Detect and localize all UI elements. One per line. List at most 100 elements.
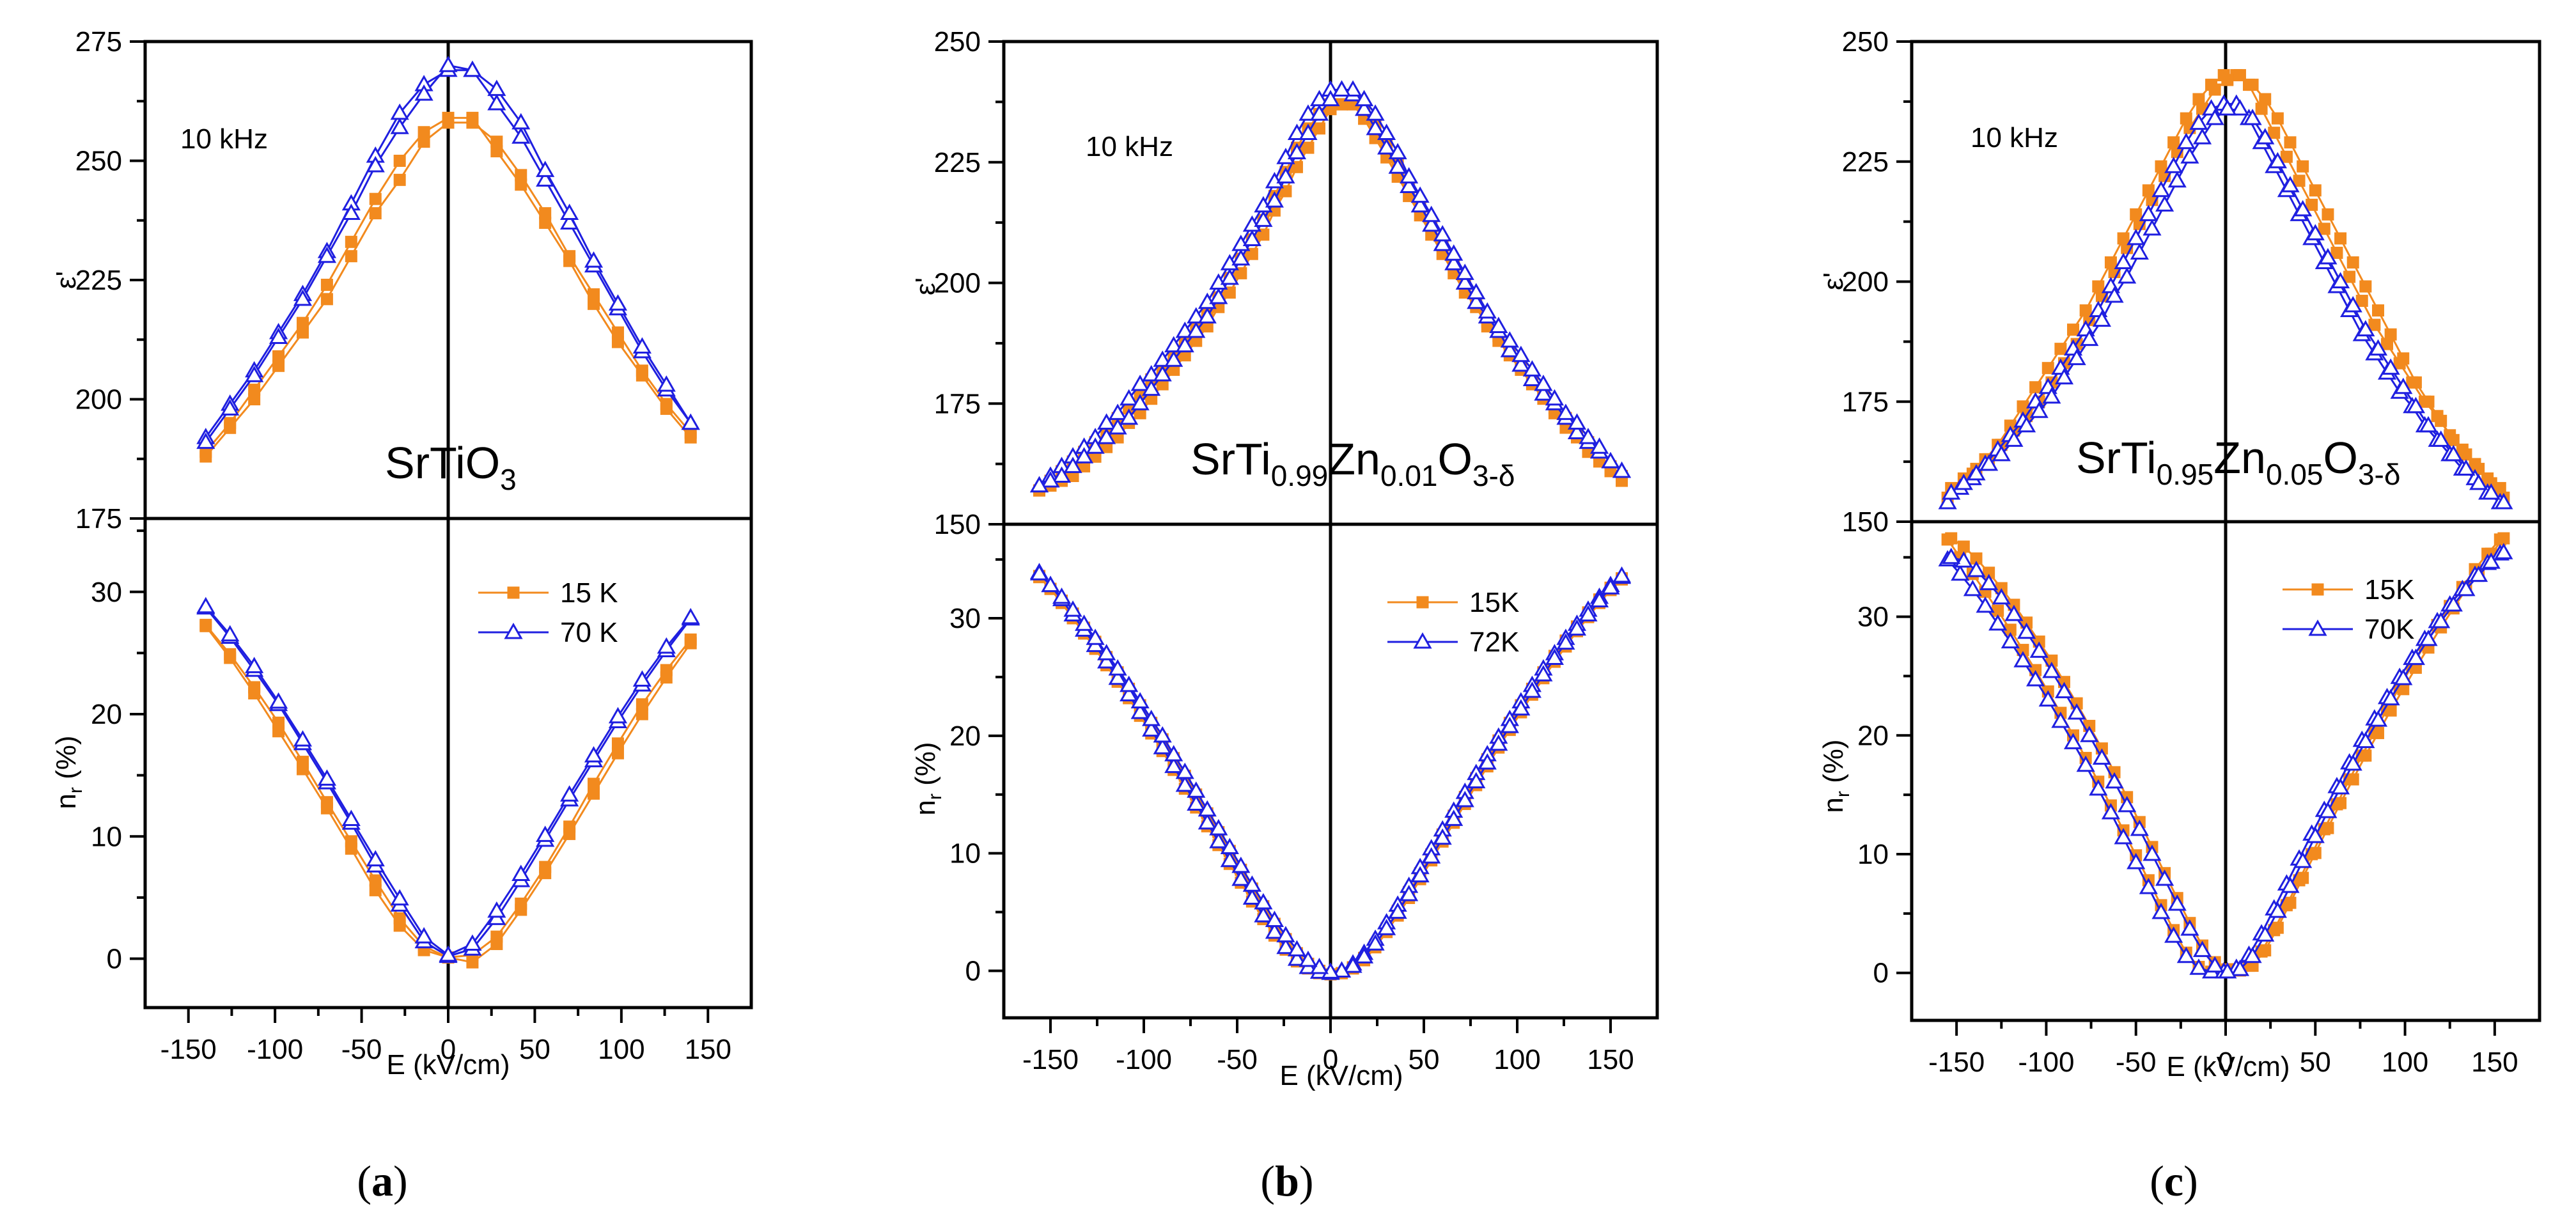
panel-c-top-series-70k-point	[2143, 219, 2162, 236]
panel-b-bottom-series-72k-point	[1254, 906, 1273, 923]
panel-a-top-series-15k-point	[588, 288, 600, 300]
panel-a-xtick-label: -100	[247, 1034, 303, 1065]
panel-a-top-series-15k-point	[563, 250, 576, 263]
panel-c-bottom-series-70k-point	[2230, 960, 2250, 976]
panel-a-bottom-series-70k-point	[584, 746, 604, 763]
panel-c-bottom-series-70k-point	[2419, 629, 2438, 646]
panel-a-bottom-series-70k-point	[560, 785, 579, 802]
panel-c-top-series-70k-point	[2343, 296, 2362, 313]
panel-b-top-ylabel: ε'	[910, 277, 941, 295]
panel-c-bottom-series-15k-point	[1945, 532, 1958, 545]
panel-b-bottom-series-72k-point	[1231, 869, 1251, 886]
panel-b-bottom-series-72k-point	[1187, 794, 1206, 811]
panel-c-top-series-15k-point	[2297, 160, 2309, 173]
panel-a-top-series-70k-point	[463, 60, 482, 77]
panel-c-top-series-15k-point	[2422, 395, 2435, 408]
panel-c-bottom-series-15k-point	[2284, 896, 2297, 909]
panel-c-bottom-series-70k-point	[2243, 946, 2262, 963]
panel-a-top-series-70k-point	[414, 84, 433, 101]
panel-a-top-ylabel: ε'	[51, 271, 82, 289]
panel-c-top-series-15k-point	[2259, 93, 2272, 105]
panel-b-top-series-72k-point	[1500, 341, 1519, 357]
panel-a-bottom-series-70k-point	[341, 809, 361, 826]
panel-b-bottom-ytick-label: 30	[949, 603, 981, 634]
panel-b-bottom-series-72k-point	[1265, 922, 1284, 939]
panel-c-top-series-15k-point	[2271, 112, 2284, 125]
panel-c-bottom-series-70k-point	[2432, 611, 2451, 628]
panel-b-xaxis: -150 -100 -50 0 50 100 150	[1022, 1018, 1634, 1075]
panel-c-xaxis: -150 -100 -50 0 50 100 150	[1928, 1020, 2518, 1078]
panel-a-top-series-15k-point	[515, 169, 527, 182]
panel-c-bottom-series-70k-point	[2394, 669, 2413, 685]
panel-b-bottom-series-72k-point	[1242, 875, 1261, 892]
panel-c-bottom-series-70k-point	[1992, 588, 2011, 605]
panel-c-legend-marker	[2308, 619, 2327, 636]
panel-b-bottom-series-72k-point	[1332, 961, 1352, 978]
panel-c-top-series-70k-point	[2381, 358, 2400, 375]
panel-b-top-series-72k-point	[1354, 99, 1374, 116]
panel-c-top-series-15k-point	[2041, 362, 2054, 375]
panel-c-xlabel: E (kV/cm)	[2166, 1051, 2290, 1082]
panel-a-bottom-series-70k-point	[632, 670, 652, 687]
panel-c-top-series-15k-point	[2359, 280, 2372, 293]
panel-c-bottom-series-70k-point	[2343, 754, 2362, 771]
panel-c-top-series-15k-point	[2306, 198, 2318, 211]
panel-c-bottom-series-70k-point	[1988, 614, 2008, 631]
panel-c-bottom-series-70k-point	[2042, 661, 2061, 678]
panel-b-bottom-series-72k-point	[1120, 685, 1139, 702]
panel-a-caption-letter: a	[371, 1157, 393, 1205]
panel-c-bottom-series-15k-point	[1957, 540, 1970, 553]
panel-a-top-series-15k-point	[320, 293, 333, 306]
panel-a-top-ytick-label: 250	[75, 146, 122, 177]
panel-b-top-series-72k-point	[1478, 302, 1497, 319]
panel-b-bottom-series-72k-point	[1074, 614, 1094, 631]
panel-c-top-series-70k-point	[2330, 272, 2350, 288]
panel-b-caption: (b)	[1260, 1157, 1313, 1205]
panel-a-top-series-70k-point	[657, 375, 676, 392]
panel-b-top-series-72k-point	[1276, 167, 1295, 183]
panel-b-bottom-series-72k-point	[1142, 710, 1161, 726]
panel-b-top-series-72k-point	[1579, 428, 1598, 444]
panel-a-bottom-series-70k-point	[221, 625, 240, 642]
panel-a-xtick-label: 50	[519, 1034, 550, 1065]
panel-a-top-series-70k-point	[293, 289, 313, 306]
panel-b-bottom-ytick-label: 0	[965, 955, 981, 986]
panel-c-material-s3: 3-δ	[2358, 458, 2401, 491]
panel-a-bottom-series-70k-point	[269, 692, 288, 709]
panel-b-top-series-72k-point	[1164, 350, 1183, 367]
panel-c-xtick-label: -100	[2018, 1047, 2074, 1078]
panel-c: 10 kHz SrTi0.95Zn0.05O3-δ 15017520022525…	[1818, 26, 2541, 1205]
panel-b-bottom-series-72k-point	[1276, 937, 1295, 955]
panel-c-bottom-series-70k-point	[2281, 877, 2300, 893]
panel-b-top-ytick-label: 150	[934, 509, 981, 540]
panel-b-top-series-72k-point	[1321, 90, 1340, 107]
panel-c-top-series-70k-point	[2432, 430, 2451, 447]
panel-c-bottom-series-70k-point	[2004, 604, 2024, 621]
panel-a-bottom-series-70k-point	[245, 657, 264, 673]
panel-a-bottom-ytick-label: 10	[91, 821, 122, 852]
panel-b-top-series-72k-point	[1265, 191, 1284, 208]
panel-c-bottom-series-15k-point	[2497, 532, 2510, 545]
panel-b-top-yaxis: 150 175 200 225 250	[934, 26, 1004, 540]
panel-b-top-series-72k-point	[1343, 80, 1362, 97]
panel-a-bottom-series-15k-point	[296, 756, 309, 768]
panel-c-material-label: SrTi0.95Zn0.05O3-δ	[2076, 433, 2400, 491]
panel-c-top-series-15k-point	[2371, 304, 2384, 317]
panel-b-top-series-72k-point	[1567, 413, 1587, 430]
panel-c-bottom-series-70k-point	[2444, 595, 2463, 612]
panel-c-top-series-70k-point	[1992, 444, 2011, 462]
panel-b-top-series-72k-point	[1299, 123, 1318, 140]
panel-b-xtick-label: -50	[1217, 1044, 1258, 1075]
panel-c-bottom-series-70k-point	[1951, 564, 1970, 581]
panel-c-bottom-series-70k-point	[2051, 711, 2070, 728]
panel-b-bottom-series-72k-point	[1299, 950, 1318, 967]
panel-a-material-base: SrTiO	[385, 438, 500, 488]
panel-c-legend-label: 70K	[2364, 614, 2414, 645]
panel-b-caption-letter: b	[1275, 1157, 1299, 1205]
panel-c-top-series-70k-point	[2127, 228, 2146, 246]
panel-c-top-series-70k-point	[2368, 339, 2388, 356]
panel-a-xaxis: -150 -100 -50 0 50 100 150	[160, 1008, 731, 1065]
panel-b-top-series-72k-point	[1153, 364, 1172, 382]
panel-a-bottom-ylabel-rest: (%)	[51, 735, 82, 787]
panel-b-top-series-72k-point	[1299, 104, 1318, 121]
